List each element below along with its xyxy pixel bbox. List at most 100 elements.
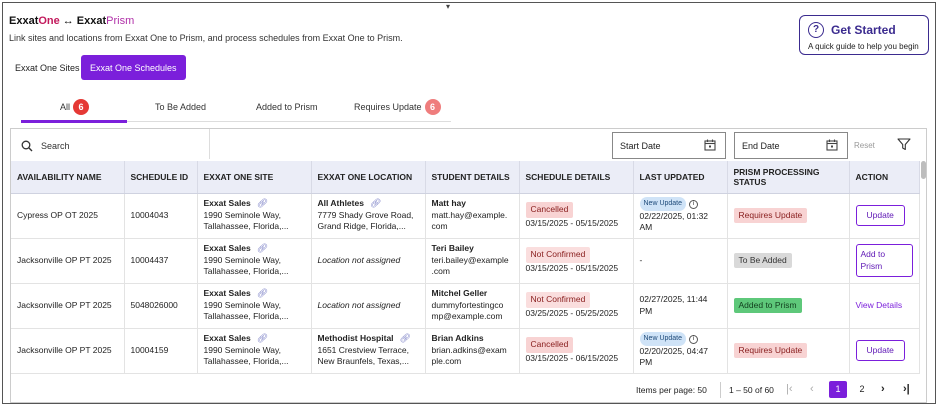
prism-status-cell: Requires Update bbox=[727, 328, 850, 374]
link-icon[interactable]: 🔗︎ bbox=[256, 288, 269, 299]
col-header-location[interactable]: EXXAT ONE LOCATION bbox=[311, 161, 426, 194]
schedule-id-cell: 5048026000 bbox=[124, 283, 198, 329]
site-address-line2: Tallahassee, Florida,... bbox=[203, 221, 289, 232]
tab-to-be-added[interactable]: To Be Added bbox=[155, 102, 206, 112]
col-header-schedule-id[interactable]: SCHEDULE ID bbox=[124, 161, 198, 194]
schedules-panel: Start Date End Date Reset bbox=[10, 128, 927, 403]
col-header-updated[interactable]: LAST UPDATED bbox=[633, 161, 728, 194]
collapse-caret-icon[interactable]: ▾ bbox=[446, 2, 451, 11]
updated-line2: PM bbox=[639, 357, 653, 368]
student-cell: Teri Bailey teri.bailey@example .com bbox=[425, 238, 520, 284]
update-button[interactable]: Update bbox=[855, 339, 905, 362]
start-date-field[interactable]: Start Date bbox=[612, 132, 726, 159]
page-2-button[interactable]: 2 bbox=[859, 384, 865, 394]
updated-line2: AM bbox=[639, 222, 653, 233]
col-header-site[interactable]: EXXAT ONE SITE bbox=[197, 161, 312, 194]
site-address-line1: 1990 Seminole Way, bbox=[203, 209, 281, 220]
previous-page-icon[interactable]: ‹ bbox=[810, 383, 814, 395]
location-cell: Methodist Hospital 🔗︎ 1651 Crestview Terr… bbox=[311, 328, 426, 374]
student-email-line2: mp@example.com bbox=[431, 311, 503, 322]
link-icon[interactable]: 🔗︎ bbox=[256, 198, 269, 209]
site-cell: Exxat Sales 🔗︎ 1990 Seminole Way, Tallaha… bbox=[197, 328, 312, 374]
site-name: Exxat Sales bbox=[203, 288, 251, 299]
add-to-prism-button[interactable]: Add to Prism bbox=[855, 244, 913, 277]
question-icon: ? bbox=[808, 22, 824, 38]
student-name: Teri Bailey bbox=[431, 243, 474, 254]
link-icon[interactable]: 🔗︎ bbox=[369, 198, 382, 209]
prism-status-badge: Added to Prism bbox=[733, 297, 802, 314]
info-icon[interactable]: i bbox=[689, 200, 699, 210]
updated-line1: 02/27/2025, 11:44 bbox=[639, 294, 708, 304]
student-email-line2: com bbox=[431, 221, 448, 232]
calendar-icon[interactable] bbox=[826, 139, 838, 151]
site-address-line1: 1990 Seminole Way, bbox=[203, 254, 281, 265]
start-date-label: Start Date bbox=[620, 140, 661, 151]
end-date-field[interactable]: End Date bbox=[734, 132, 848, 159]
tab-all[interactable]: All 6 bbox=[60, 99, 90, 115]
page-subtitle: Link sites and locations from Exxat One … bbox=[9, 33, 403, 43]
location-cell: Location not assigned bbox=[311, 283, 426, 329]
location-address-line1: 7779 Shady Grove Road, bbox=[317, 209, 414, 220]
view-details-link[interactable]: View Details bbox=[855, 299, 903, 310]
updated-line1: 02/20/2025, 04:47 bbox=[639, 345, 709, 356]
reset-button[interactable]: Reset bbox=[854, 141, 875, 150]
table-header-row: AVAILABILITY NAME SCHEDULE ID EXXAT ONE … bbox=[11, 161, 920, 194]
tabs-divider bbox=[21, 121, 451, 122]
site-address-line2: Tallahassee, Florida,... bbox=[203, 356, 289, 367]
title-prism: Prism bbox=[106, 15, 135, 27]
calendar-icon[interactable] bbox=[704, 139, 716, 151]
items-per-page-selector[interactable]: Items per page: 50 bbox=[636, 385, 707, 395]
link-icon[interactable]: 🔗︎ bbox=[399, 333, 411, 344]
end-date-label: End Date bbox=[742, 140, 780, 151]
page-1-button[interactable]: 1 bbox=[829, 381, 847, 398]
pagination-range: 1 – 50 of 60 bbox=[729, 385, 774, 395]
site-name: Exxat Sales bbox=[203, 333, 251, 344]
prism-status-badge: Requires Update bbox=[733, 207, 808, 224]
student-name: Matt hay bbox=[431, 198, 466, 209]
link-icon[interactable]: 🔗︎ bbox=[256, 243, 269, 254]
info-icon[interactable]: i bbox=[689, 335, 699, 345]
update-button[interactable]: Update bbox=[855, 204, 905, 227]
tab-requires-update-label: Requires Update bbox=[354, 102, 422, 112]
col-header-student[interactable]: STUDENT DETAILS bbox=[425, 161, 520, 194]
location-cell: Location not assigned bbox=[311, 238, 426, 284]
schedule-status-badge: Cancelled bbox=[525, 202, 574, 218]
prism-status-cell: Requires Update bbox=[727, 193, 850, 239]
link-icon[interactable]: 🔗︎ bbox=[256, 333, 269, 344]
col-header-availability[interactable]: AVAILABILITY NAME bbox=[11, 161, 125, 194]
schedule-dates: 03/15/2025 - 05/15/2025 bbox=[525, 262, 619, 273]
tab-exxat-one-sites[interactable]: Exxat One Sites bbox=[15, 62, 80, 73]
get-started-subtitle: A quick guide to help you begin bbox=[808, 42, 919, 51]
site-address-line2: Tallahassee, Florida,... bbox=[203, 311, 289, 322]
vertical-scrollbar[interactable] bbox=[921, 161, 926, 361]
site-address-line1: 1990 Seminole Way, bbox=[203, 299, 281, 310]
bidirectional-arrow-icon: ↔ bbox=[62, 15, 74, 27]
search-input[interactable] bbox=[41, 138, 201, 154]
col-header-action[interactable]: ACTION bbox=[849, 161, 920, 194]
location-address-line1: 1651 Crestview Terrace, bbox=[317, 344, 410, 355]
next-page-icon[interactable]: › bbox=[881, 383, 885, 395]
table-row: Jacksonville OP PT 2025 10004159 Exxat S… bbox=[11, 328, 920, 374]
title-exxat-2: Exxat bbox=[76, 15, 107, 27]
active-tab-indicator bbox=[21, 120, 127, 123]
tab-added-to-prism[interactable]: Added to Prism bbox=[256, 102, 318, 112]
schedule-id-cell: 10004159 bbox=[124, 328, 198, 374]
last-page-icon[interactable]: ›| bbox=[903, 383, 910, 395]
tab-exxat-one-schedules[interactable]: Exxat One Schedules bbox=[81, 55, 186, 80]
get-started-button[interactable]: ? Get Started A quick guide to help you … bbox=[799, 15, 929, 55]
schedule-status-badge: Not Confirmed bbox=[525, 292, 591, 308]
col-header-schedule[interactable]: SCHEDULE DETAILS bbox=[519, 161, 634, 194]
prism-status-cell: Added to Prism bbox=[727, 283, 850, 329]
availability-cell: Jacksonville OP PT 2025 bbox=[11, 238, 125, 284]
student-cell: Mitchel Geller dummyfortestingco mp@exam… bbox=[425, 283, 520, 329]
col-header-prism-status[interactable]: PRISM PROCESSING STATUS bbox=[727, 161, 850, 194]
filter-icon[interactable] bbox=[897, 138, 911, 151]
site-cell: Exxat Sales 🔗︎ 1990 Seminole Way, Tallaha… bbox=[197, 193, 312, 239]
updated-cell: New Update i 02/22/2025, 01:32 AM bbox=[633, 193, 728, 239]
tab-requires-update[interactable]: Requires Update 6 bbox=[354, 99, 441, 115]
site-cell: Exxat Sales 🔗︎ 1990 Seminole Way, Tallaha… bbox=[197, 238, 312, 284]
prism-status-cell: To Be Added bbox=[727, 238, 850, 284]
first-page-icon[interactable]: |‹ bbox=[786, 383, 793, 395]
student-name: Mitchel Geller bbox=[431, 288, 488, 299]
scrollbar-thumb[interactable] bbox=[921, 161, 926, 179]
